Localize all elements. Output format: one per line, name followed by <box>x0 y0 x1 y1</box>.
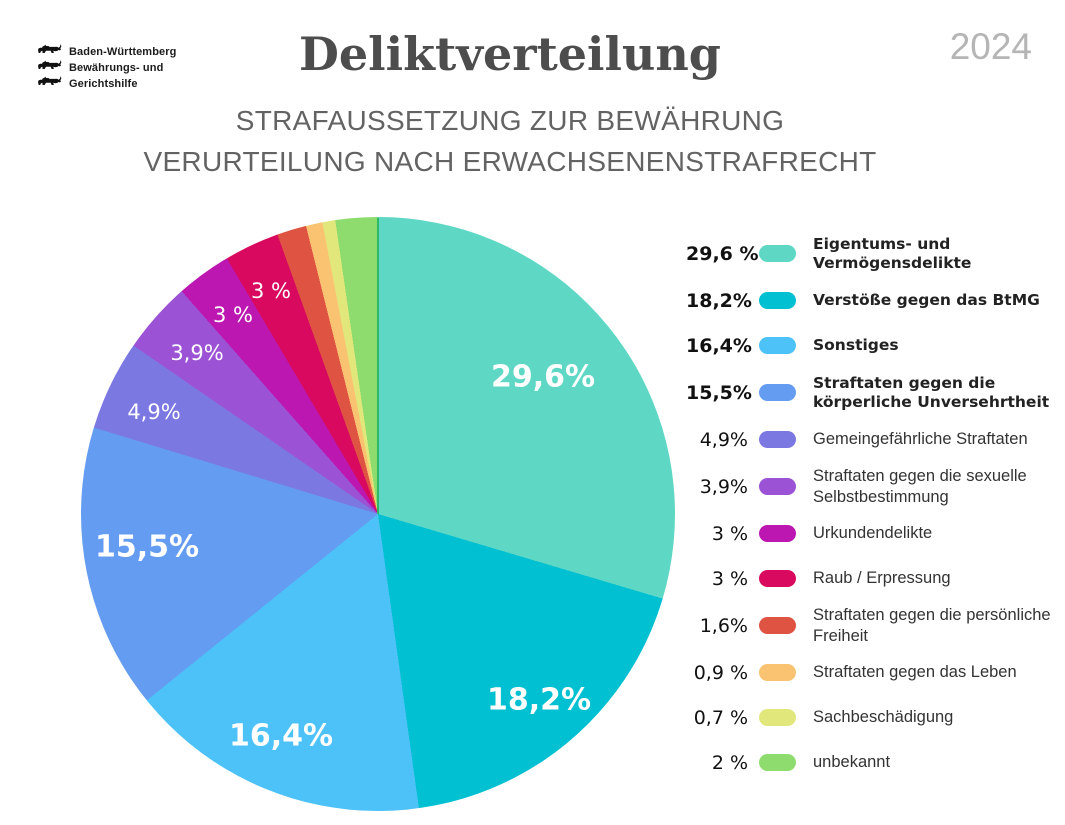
legend-percent: 3,9% <box>699 475 748 498</box>
legend-percent: 18,2% <box>686 289 752 312</box>
legend-color-swatch <box>759 570 796 587</box>
legend-percent: 3 % <box>711 522 748 545</box>
subtitle-line-1: STRAFAUSSETZUNG ZUR BEWÄHRUNG <box>235 105 785 136</box>
legend-label: Raub / Erpressung <box>813 569 951 588</box>
legend-label: Sonstiges <box>813 336 899 355</box>
legend-row: 16,4% Sonstiges <box>686 323 1062 368</box>
legend-color-swatch <box>759 664 796 681</box>
legend-row: 29,6 % Eigentums- und Vermögensdelikte <box>686 229 1062 278</box>
subtitle-line-2: VERURTEILUNG NACH ERWACHSENENSTRAFRECHT <box>143 146 877 177</box>
legend-percent: 0,9 % <box>693 661 748 684</box>
lion-icon <box>38 60 62 69</box>
legend-percent: 3 % <box>711 567 748 590</box>
legend-label: Eigentums- und Vermögensdelikte <box>813 234 972 272</box>
legend-row: 2 % unbekannt <box>686 740 1062 785</box>
legend-percent: 15,5% <box>686 381 752 404</box>
legend-row: 15,5% Straftaten gegen die körperliche Un… <box>686 368 1062 417</box>
legend-percent: 16,4% <box>686 334 752 357</box>
legend-color-swatch <box>759 431 796 448</box>
legend-label: Straftaten gegen das Leben <box>813 663 1017 682</box>
logo-org-line: Gerichtshilfe <box>69 78 138 90</box>
logo-org-line: Bewährungs- und <box>69 62 164 74</box>
legend-row: 0,7 % Sachbeschädigung <box>686 695 1062 740</box>
legend-row: 1,6% Straftaten gegen die persönliche Fre… <box>686 601 1062 650</box>
legend-color-swatch <box>759 478 796 495</box>
legend-row: 4,9% Gemeingefährliche Straftaten <box>686 417 1062 462</box>
three-lions-icon <box>36 44 62 92</box>
pie-slice-label: 4,9% <box>127 400 181 424</box>
pie-slice-label: 3 % <box>213 303 253 327</box>
pie-slice-label: 18,2% <box>486 682 592 718</box>
legend-color-swatch <box>759 617 796 634</box>
legend-label: Gemeingefährliche Straftaten <box>813 430 1028 449</box>
pie-slice-label: 3,9% <box>170 341 224 365</box>
legend-label: Verstöße gegen das BtMG <box>813 291 1040 310</box>
legend-label: Sachbeschädigung <box>813 708 954 727</box>
bw-coat-of-arms-logo: Baden-Württemberg Bewährungs- und Gerich… <box>36 44 176 92</box>
legend-percent: 29,6 % <box>686 242 759 265</box>
pie-slice-label: 15,5% <box>94 529 200 565</box>
legend-label: Straftaten gegen die körperliche Unverse… <box>813 373 1050 411</box>
year-label: 2024 <box>949 26 1032 67</box>
lion-icon <box>38 44 62 53</box>
legend-label: Urkundendelikte <box>813 524 933 543</box>
lion-icon <box>38 76 62 85</box>
legend-row: 0,9 % Straftaten gegen das Leben <box>686 650 1062 695</box>
legend-row: 3 % Raub / Erpressung <box>686 556 1062 601</box>
pie-slice-label: 3 % <box>251 279 291 303</box>
logo-org-line: Baden-Württemberg <box>69 46 177 58</box>
pie-slice-label: 29,6% <box>490 359 596 395</box>
chart-legend: 29,6 % Eigentums- und Vermögensdelikte 18,… <box>686 229 1062 785</box>
slice-divider-line <box>377 218 379 514</box>
legend-label: unbekannt <box>813 753 891 772</box>
legend-color-swatch <box>759 384 796 401</box>
legend-row: 18,2% Verstöße gegen das BtMG <box>686 278 1062 323</box>
legend-percent: 4,9% <box>699 428 748 451</box>
legend-percent: 0,7 % <box>693 706 748 729</box>
legend-color-swatch <box>759 525 796 542</box>
page-subtitle: STRAFAUSSETZUNG ZUR BEWÄHRUNG VERURTEILU… <box>0 100 1020 182</box>
legend-percent: 1,6% <box>699 614 748 637</box>
legend-percent: 2 % <box>711 751 748 774</box>
legend-row: 3,9% Straftaten gegen die sexuelle Selbst… <box>686 462 1062 511</box>
legend-color-swatch <box>759 292 796 309</box>
legend-label: Straftaten gegen die persönliche Freihei… <box>813 606 1051 645</box>
page-title: Deliktverteilung <box>299 27 721 81</box>
legend-color-swatch <box>759 245 796 262</box>
legend-color-swatch <box>759 754 796 771</box>
legend-color-swatch <box>759 709 796 726</box>
pie-slice-label: 16,4% <box>228 718 334 754</box>
legend-label: Straftaten gegen die sexuelle Selbstbest… <box>813 467 1027 506</box>
legend-row: 3 % Urkundendelikte <box>686 511 1062 556</box>
legend-color-swatch <box>759 337 796 354</box>
logo-org-name: Baden-Württemberg Bewährungs- und Gerich… <box>69 44 176 92</box>
